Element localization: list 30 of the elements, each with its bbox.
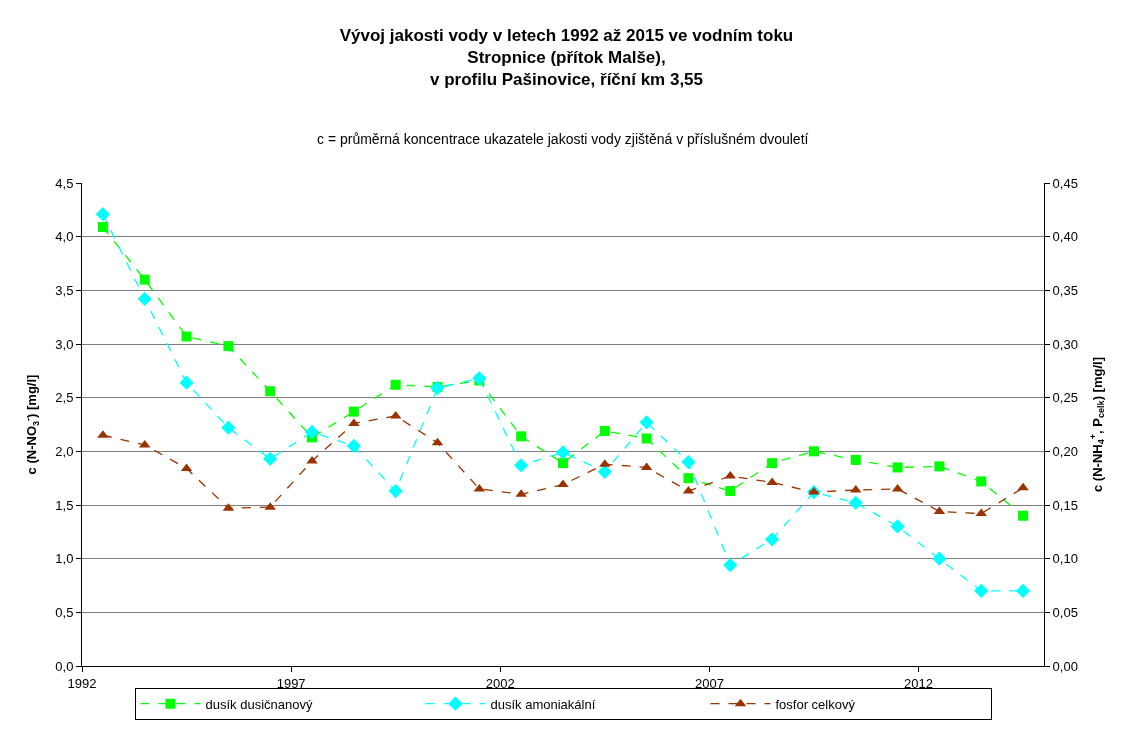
y2-tick-label: 0,05: [1052, 604, 1078, 620]
chart-subtitle: c = průměrná koncentrace ukazatele jakosti vody zjištěná v příslušném dvouletí: [317, 131, 809, 147]
y2-tick-label: 0,25: [1052, 390, 1078, 406]
y-tick-label: 3,0: [55, 336, 74, 352]
chart-title: Vývoj jakosti vody v letech 1992 až 2015 ve vodním toku Stropnice (přítok Malše), v profilu Pašinovice, říční km 3,55: [339, 26, 794, 90]
y-tick-label: 2,0: [55, 443, 74, 459]
x-tick-label: 2007: [694, 675, 724, 691]
y-tick-label: 4,0: [55, 229, 74, 245]
legend-label: fosfor celkový: [775, 696, 856, 712]
y-tick-label: 3,5: [55, 282, 74, 298]
y-tick-label: 0,5: [55, 604, 74, 620]
x-tick-label: 2002: [485, 675, 515, 691]
y2-tick-label: 0,30: [1052, 336, 1078, 352]
legend-label: dusík amoniakální: [490, 696, 596, 712]
y2-tick-label: 0,00: [1052, 658, 1078, 674]
y-tick-label: 2,5: [55, 390, 74, 406]
y2-tick-label: 0,45: [1052, 175, 1078, 191]
y2-tick-label: 0,10: [1052, 551, 1078, 567]
x-tick-label: 1997: [276, 675, 306, 691]
y2-tick-label: 0,15: [1052, 497, 1078, 513]
y2-tick-label: 0,40: [1052, 229, 1078, 245]
y2-tick-label: 0,20: [1052, 443, 1078, 459]
y-tick-label: 0,0: [55, 658, 74, 674]
x-tick-label: 1992: [67, 675, 97, 691]
y-tick-label: 1,5: [55, 497, 74, 513]
y2-tick-label: 0,35: [1052, 282, 1078, 298]
y-tick-label: 4,5: [55, 175, 74, 191]
x-tick-label: 2012: [904, 675, 933, 691]
y-tick-label: 1,0: [55, 551, 74, 567]
legend-label: dusík dusičnanový: [205, 696, 313, 712]
